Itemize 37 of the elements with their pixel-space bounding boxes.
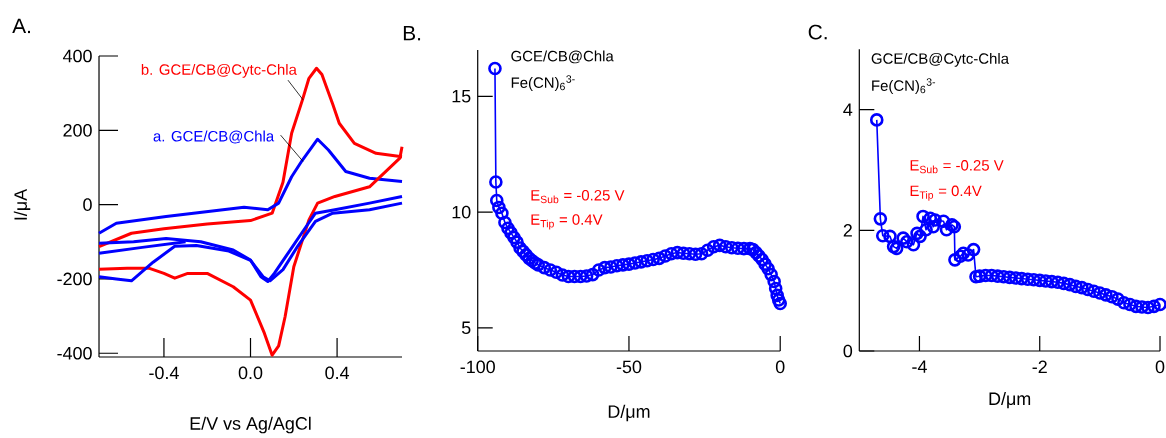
x-tick-label: -50 <box>616 360 642 374</box>
y-tick-label: 2 <box>843 224 852 237</box>
y-axis-title: I/μA <box>13 188 31 220</box>
x-axis-title: E/V vs Ag/AgCl <box>190 416 311 434</box>
x-tick-label: -2 <box>1032 360 1047 374</box>
annotation: GCE/CB@Cytc-Chla <box>871 52 1009 67</box>
x-axis-title: D/μm <box>989 391 1031 409</box>
annotation: GCE/CB@Chla <box>511 50 614 64</box>
x-tick-label: -0.4 <box>149 366 179 380</box>
annotation: E$_{Tip}$ = 0.4V <box>531 214 603 230</box>
x-tick-label: 0.4 <box>325 366 350 380</box>
x-tick-label: 0 <box>775 360 785 374</box>
annotation: Fe(CN)$_{6}$3- <box>872 78 936 94</box>
y-tick-label: 0 <box>83 198 92 211</box>
y-tick-label: 5 <box>461 321 471 335</box>
y-tick-label: 15 <box>452 90 471 103</box>
y-tick-label: 0 <box>843 344 853 358</box>
y-tick-label: 4 <box>843 103 853 116</box>
y-tick-label: -200 <box>57 272 92 286</box>
x-tick-label: 0.0 <box>238 366 263 380</box>
x-axis-title: D/μm <box>608 404 650 422</box>
chart-title: C. <box>808 24 827 40</box>
annotation: E$_{Sub}$ = -0.25 V <box>910 160 1004 174</box>
y-tick-label: 10 <box>452 205 471 219</box>
series-label: b. GCE/CB@Cytc-Chla <box>141 63 297 78</box>
y-tick-label: 200 <box>63 123 92 137</box>
text: a. GCE/CB@Chla <box>153 130 275 144</box>
annotation: Fe(CN)$_{6}$3- <box>511 75 575 91</box>
x-tick-label: -4 <box>912 360 927 373</box>
chart-title: A. <box>12 18 31 34</box>
annotation: E$_{Sub}$ = -0.25 V <box>531 189 625 204</box>
y-tick-label: -400 <box>57 346 92 360</box>
annotation: E$_{Tip}$ = 0.4V <box>910 185 982 201</box>
x-tick-label: 0 <box>1155 360 1165 374</box>
x-tick-label: -100 <box>460 360 495 374</box>
y-tick-label: 400 <box>62 49 92 63</box>
chart-title: B. <box>403 25 421 41</box>
